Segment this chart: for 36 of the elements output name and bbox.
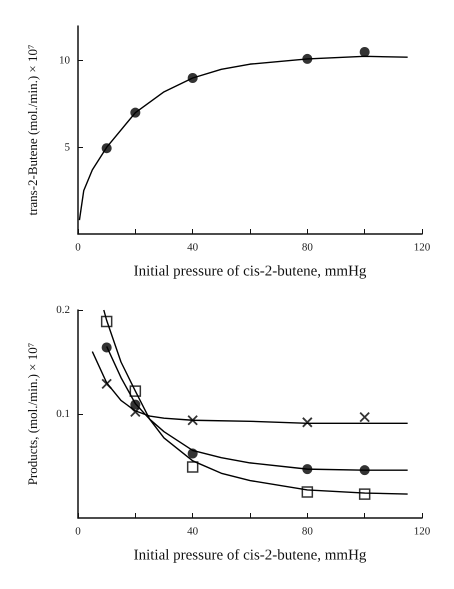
point [360,47,370,57]
x-tick-label: 0 [75,526,82,538]
x-axis-title: Initial pressure of cis-2-butene, mmHg [134,264,367,280]
point [130,406,141,418]
x-tick-label: 0 [75,242,82,254]
x-tick-label: 120 [414,242,431,254]
point [358,488,370,500]
point [302,416,313,428]
point [102,342,112,352]
x-tick-label: 80 [302,526,314,538]
y-tick-label: 0.2 [56,304,70,316]
x-tick-label: 40 [187,242,199,254]
y-tick-label: 5 [64,141,70,154]
x-tick-label: 80 [302,242,314,254]
point [130,108,140,118]
point [188,73,198,83]
point [188,448,198,459]
point [359,412,370,423]
point [186,461,198,473]
x-tick-label: 40 [187,526,199,538]
point [130,400,140,410]
x-tick-label: 120 [414,526,431,538]
y-axis-title: Products, (mol./min.) × 10⁷ [25,342,40,486]
point [130,385,142,397]
point [102,143,112,154]
y-axis-title: trans-2-Butene (mol./min.) × 10⁷ [25,44,40,216]
point [101,378,112,390]
y-tick-label: 10 [59,54,70,67]
x-axis-title: Initial pressure of cis-2-butene, mmHg [134,548,367,564]
point [100,316,112,328]
point [302,54,312,64]
point [302,464,312,474]
point [187,414,198,426]
point [302,486,314,498]
point [360,465,370,476]
y-tick-label: 0.1 [56,408,70,420]
